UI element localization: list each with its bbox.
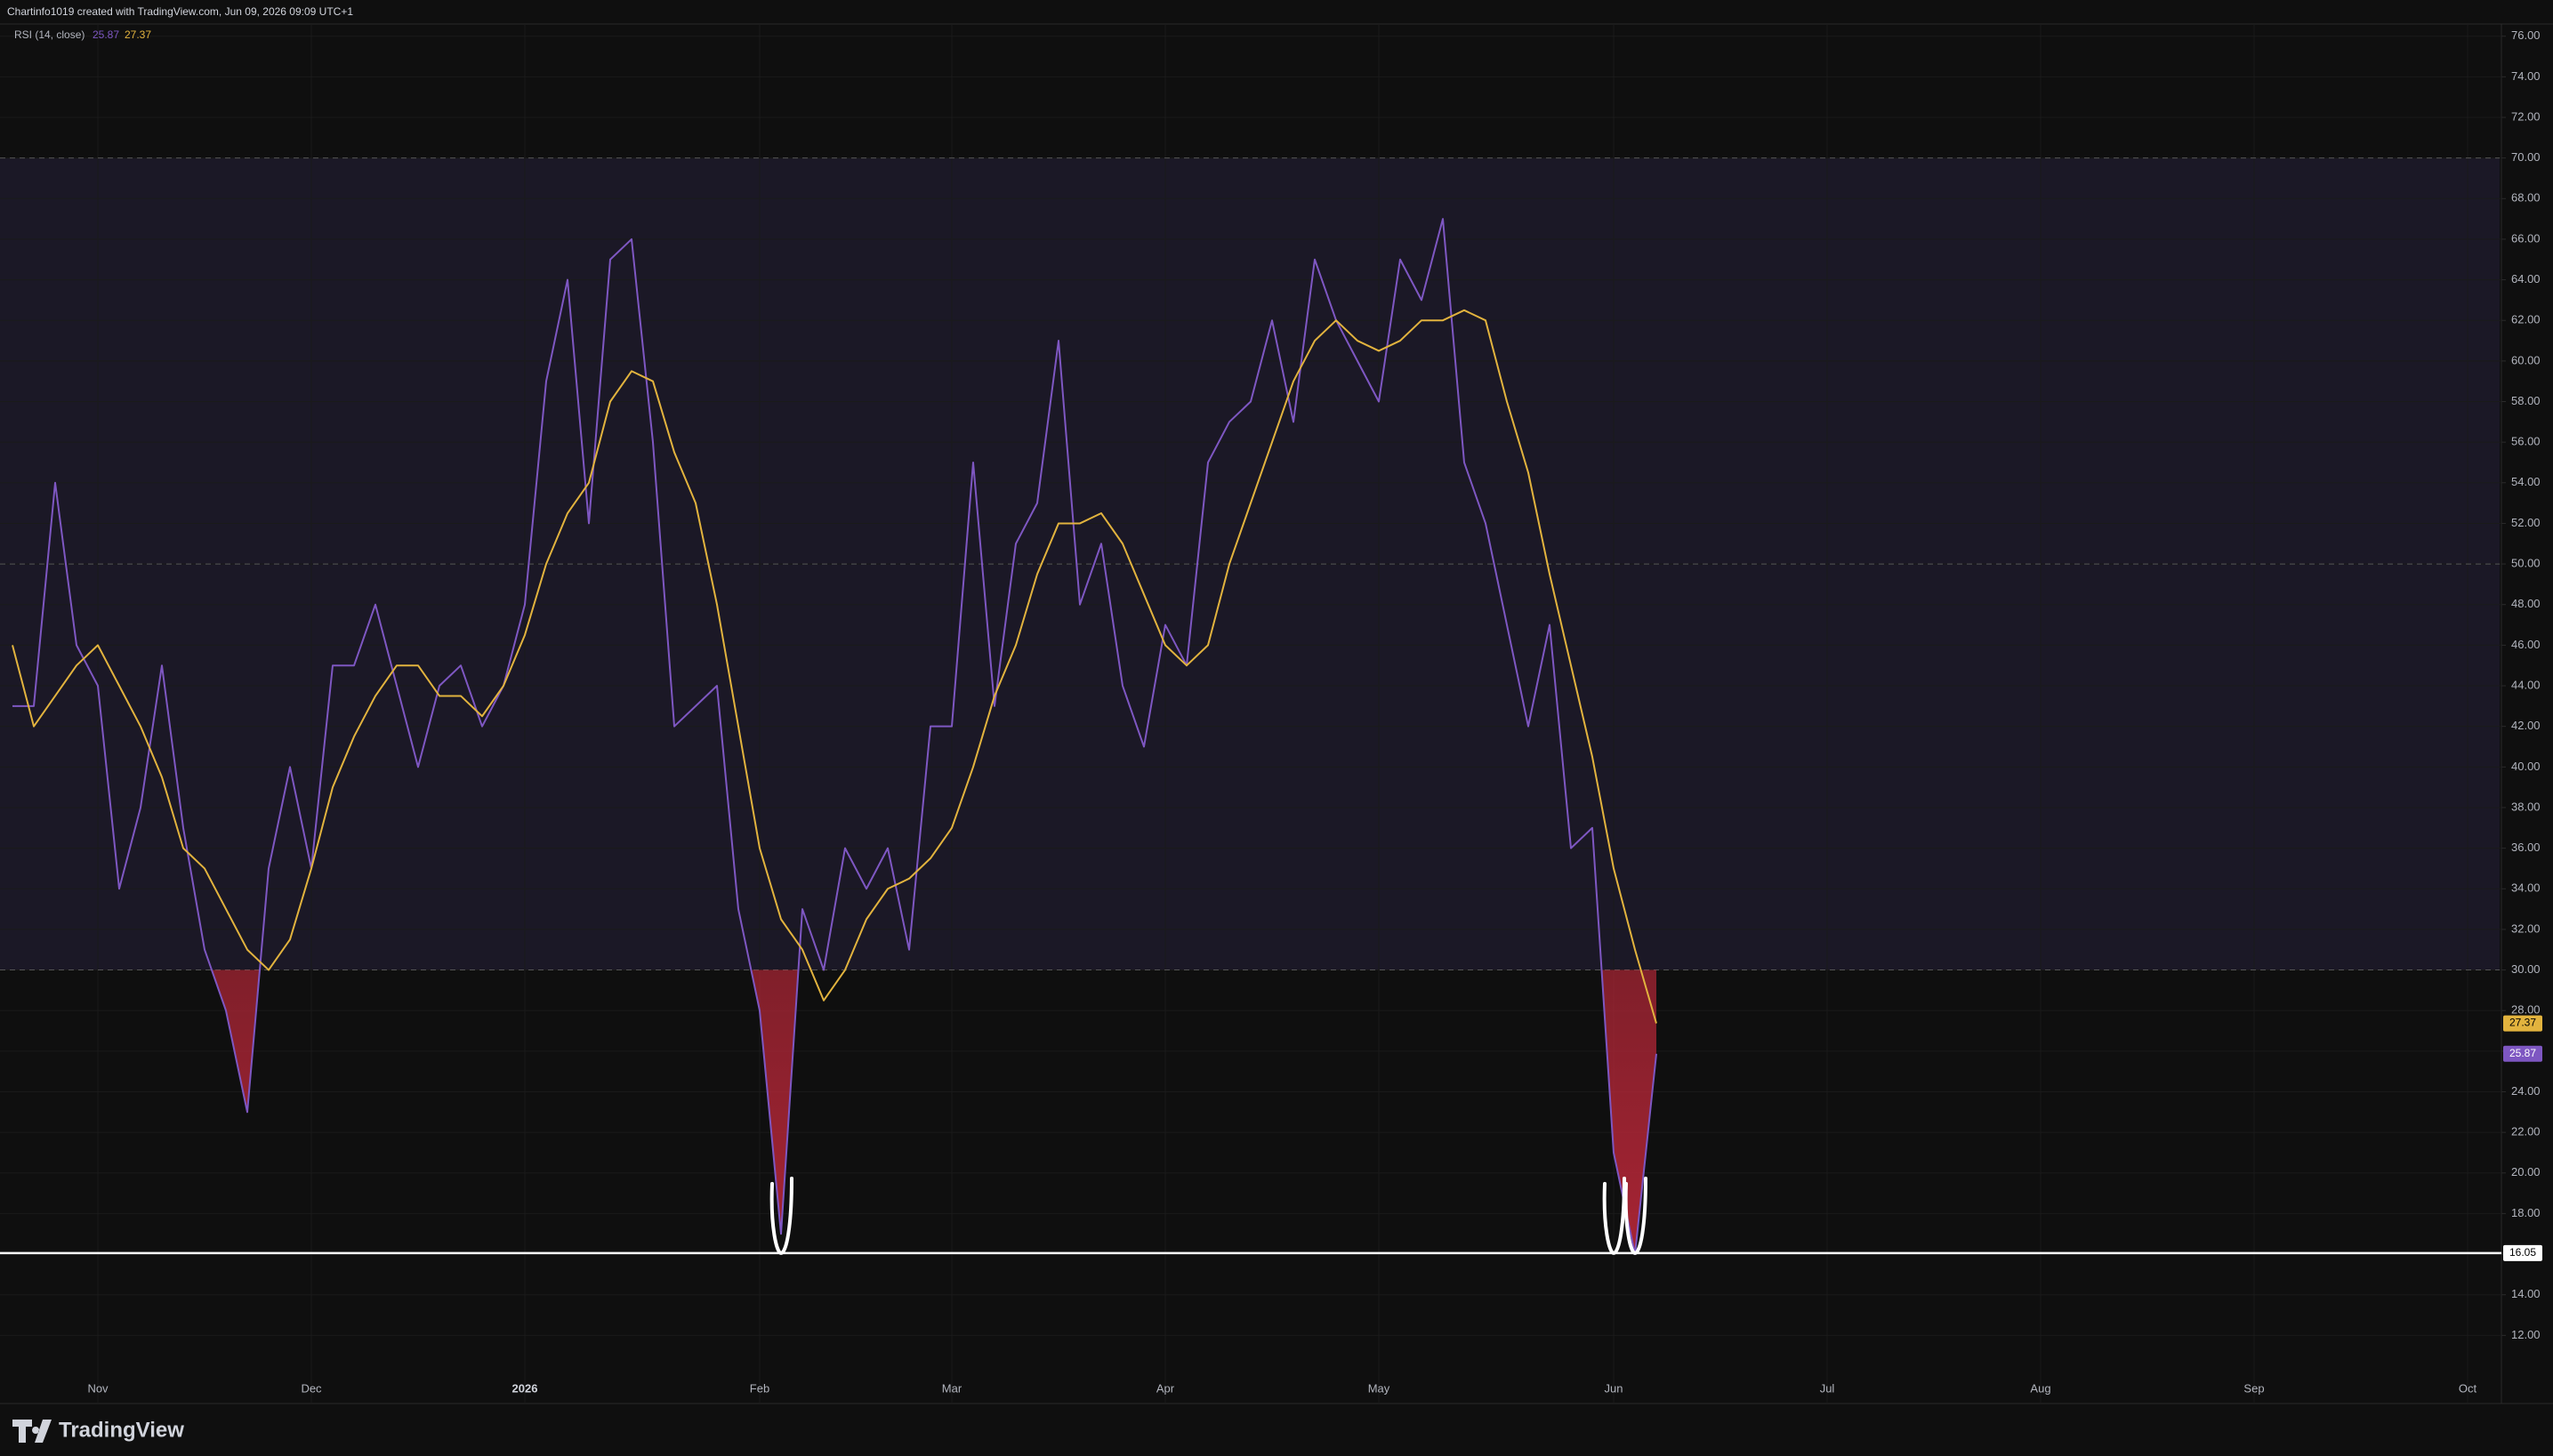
y-tick-label: 18.00 [2511, 1206, 2541, 1219]
y-tick-label: 20.00 [2511, 1165, 2541, 1178]
x-tick-label: Feb [750, 1381, 769, 1395]
y-tick-label: 50.00 [2511, 557, 2541, 570]
y-tick-label: 30.00 [2511, 962, 2541, 976]
support-tag: 16.05 [2509, 1246, 2536, 1259]
legend-title: RSI (14, close) [14, 28, 85, 41]
x-tick-label: Oct [2459, 1381, 2477, 1395]
header-text: Chartinfo1019 created with TradingView.c… [7, 5, 353, 18]
y-tick-label: 42.00 [2511, 719, 2541, 732]
last-value-tag-bg [2503, 1015, 2542, 1032]
last-value-tag-bg [2503, 1045, 2542, 1062]
y-tick-label: 62.00 [2511, 313, 2541, 326]
x-tick-label: Aug [2030, 1381, 2050, 1395]
x-tick-label: Sep [2243, 1381, 2264, 1395]
annotation-mark [769, 1176, 793, 1255]
rsi-line [12, 218, 1657, 1256]
legend: RSI (14, close) 25.87 27.37 [14, 28, 151, 41]
plot-layer [0, 157, 2501, 1256]
last-value-tag: 27.37 [2509, 1017, 2536, 1029]
y-tick-label: 66.00 [2511, 231, 2541, 245]
legend-value: 27.37 [125, 28, 151, 41]
y-tick-label: 52.00 [2511, 516, 2541, 529]
annotation-mark [1623, 1176, 1647, 1255]
last-value-tag: 25.87 [2509, 1047, 2536, 1059]
x-tick-label: 2026 [512, 1381, 538, 1395]
x-tick-label: Apr [1156, 1381, 1175, 1395]
x-tick-label: Jun [1605, 1381, 1623, 1395]
y-tick-label: 72.00 [2511, 109, 2541, 123]
brand-logo: TradingView [12, 1418, 184, 1443]
annotation-mark [1602, 1176, 1626, 1255]
support-tag-bg [2503, 1244, 2542, 1261]
x-tick-label: Mar [942, 1381, 962, 1395]
y-tick-label: 22.00 [2511, 1125, 2541, 1138]
y-tick-label: 14.00 [2511, 1287, 2541, 1300]
y-tick-label: 46.00 [2511, 638, 2541, 651]
y-tick-label: 28.00 [2511, 1003, 2541, 1017]
y-tick-label: 54.00 [2511, 475, 2541, 488]
y-tick-label: 74.00 [2511, 69, 2541, 83]
y-tick-label: 32.00 [2511, 921, 2541, 935]
y-tick-label: 56.00 [2511, 435, 2541, 448]
y-tick-label: 64.00 [2511, 272, 2541, 286]
y-tick-label: 70.00 [2511, 150, 2541, 164]
label-layer: 12.0014.0016.0018.0020.0022.0024.0026.00… [87, 28, 2542, 1395]
y-tick-label: 44.00 [2511, 678, 2541, 691]
x-tick-label: May [1368, 1381, 1390, 1395]
rsi-ma-line [12, 309, 1657, 1024]
y-tick-label: 48.00 [2511, 597, 2541, 610]
y-tick-label: 38.00 [2511, 800, 2541, 813]
brand-text: TradingView [59, 1418, 184, 1442]
y-tick-label: 40.00 [2511, 760, 2541, 773]
y-tick-label: 34.00 [2511, 881, 2541, 895]
y-tick-label: 12.00 [2511, 1328, 2541, 1341]
background-layer [0, 24, 2501, 1404]
y-tick-label: 58.00 [2511, 394, 2541, 407]
legend-value: 25.87 [93, 28, 119, 41]
y-tick-label: 76.00 [2511, 28, 2541, 42]
x-tick-label: Jul [1820, 1381, 1835, 1395]
y-tick-label: 60.00 [2511, 353, 2541, 366]
y-tick-label: 24.00 [2511, 1084, 2541, 1098]
x-tick-label: Dec [301, 1381, 322, 1395]
y-tick-label: 36.00 [2511, 841, 2541, 854]
logo-icon [12, 1420, 52, 1443]
x-tick-label: Nov [87, 1381, 109, 1395]
y-tick-label: 68.00 [2511, 191, 2541, 205]
